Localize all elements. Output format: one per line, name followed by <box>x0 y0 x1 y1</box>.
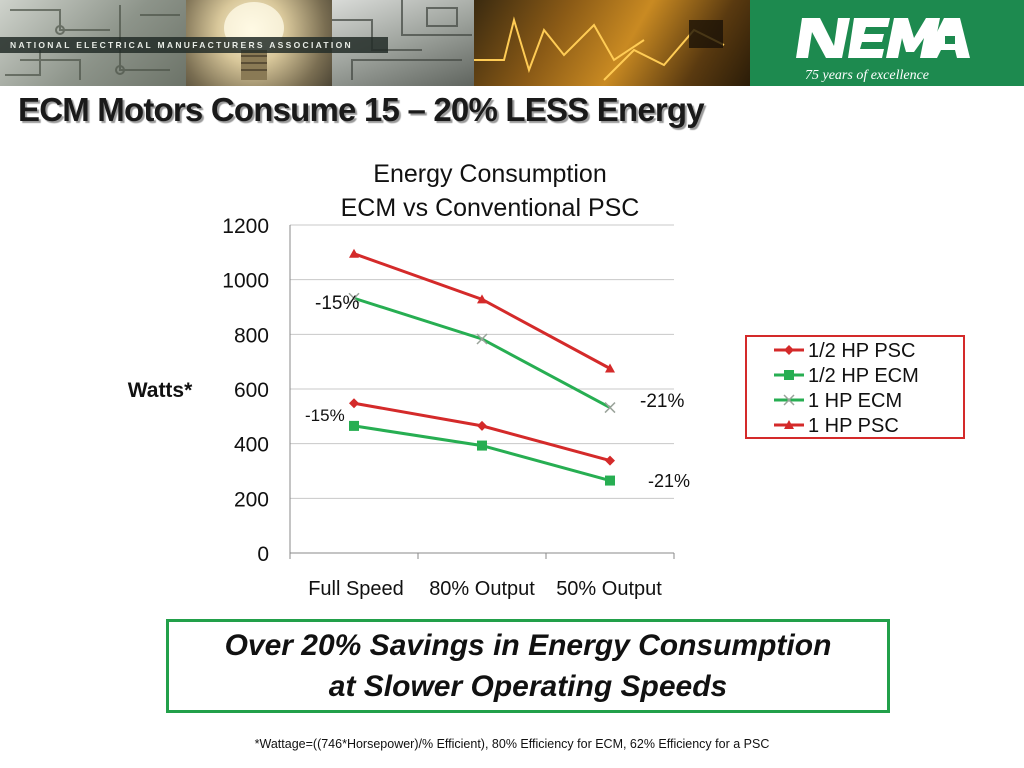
legend-marker <box>784 370 794 380</box>
savings-callout: Over 20% Savings in Energy Consumption a… <box>166 619 890 713</box>
data-point <box>605 363 615 373</box>
chart-title: Energy Consumption <box>373 160 606 188</box>
series-1-2-hp-psc <box>349 398 615 466</box>
y-tick-label: 400 <box>234 434 269 457</box>
x-tick-label: Full Speed <box>308 578 404 600</box>
nema-logo-panel <box>750 0 1024 86</box>
legend-item: 1 HP PSC <box>774 415 899 437</box>
callout-line-1: Over 20% Savings in Energy Consumption <box>224 629 832 662</box>
series-line <box>353 424 611 483</box>
percent-annotation: -15% <box>305 406 345 425</box>
oscilloscope-photo <box>474 0 750 86</box>
marker-stroke <box>604 402 616 414</box>
legend-item: 1/2 HP PSC <box>774 340 915 362</box>
marker-stroke <box>476 333 488 345</box>
y-tick-label: 0 <box>257 543 269 566</box>
legend-label: 1/2 HP ECM <box>808 365 919 387</box>
association-strip <box>0 37 388 53</box>
data-point <box>604 402 616 414</box>
data-point <box>477 440 487 451</box>
series-1-hp-ecm <box>348 292 616 414</box>
marker-stroke <box>348 292 360 304</box>
percent-annotation: -21% <box>648 471 690 491</box>
y-tick-label: 1000 <box>222 270 269 293</box>
legend-label: 1 HP ECM <box>808 390 902 412</box>
percent-annotation: -21% <box>640 391 684 412</box>
x-tick-label: 80% Output <box>429 578 535 600</box>
nema-logo <box>796 18 970 58</box>
series-1-2-hp-ecm <box>349 420 615 486</box>
legend-box <box>745 335 965 439</box>
series-1-hp-psc <box>349 248 615 373</box>
data-point <box>477 294 487 304</box>
legend-label: 1/2 HP PSC <box>808 340 915 362</box>
header-banner: NATIONAL ELECTRICAL MANUFACTURERS ASSOCI… <box>0 0 1024 86</box>
legend-item: 1/2 HP ECM <box>774 365 919 387</box>
chart-subtitle: ECM vs Conventional PSC <box>341 194 640 222</box>
data-point <box>605 455 615 466</box>
data-point <box>349 398 359 409</box>
association-name: NATIONAL ELECTRICAL MANUFACTURERS ASSOCI… <box>10 40 353 50</box>
data-point <box>476 333 488 345</box>
legend-label: 1 HP PSC <box>808 415 899 437</box>
data-point <box>349 420 359 431</box>
y-tick-label: 200 <box>234 488 269 511</box>
legend-marker <box>784 345 794 355</box>
data-point <box>349 248 359 258</box>
marker-stroke <box>783 394 795 406</box>
data-point <box>605 475 615 486</box>
y-tick-label: 600 <box>234 379 269 402</box>
y-axis-label: Watts* <box>128 379 193 402</box>
y-tick-label: 800 <box>234 324 269 347</box>
y-tick-label: 1200 <box>222 215 269 238</box>
callout-line-2: at Slower Operating Speeds <box>328 670 728 703</box>
footnote: *Wattage=((746*Horsepower)/% Efficient),… <box>254 737 770 751</box>
tagline: 75 years of excellence <box>805 68 929 83</box>
legend-marker <box>783 394 795 406</box>
x-tick-label: 50% Output <box>556 578 662 600</box>
percent-annotation: -15% <box>315 293 359 314</box>
data-point <box>477 420 487 431</box>
data-point <box>348 292 360 304</box>
series-line <box>353 296 611 409</box>
legend-marker <box>784 420 794 429</box>
legend-item: 1 HP ECM <box>774 390 902 412</box>
slide-title: ECM Motors Consume 15 – 20% LESS Energy <box>18 91 705 128</box>
